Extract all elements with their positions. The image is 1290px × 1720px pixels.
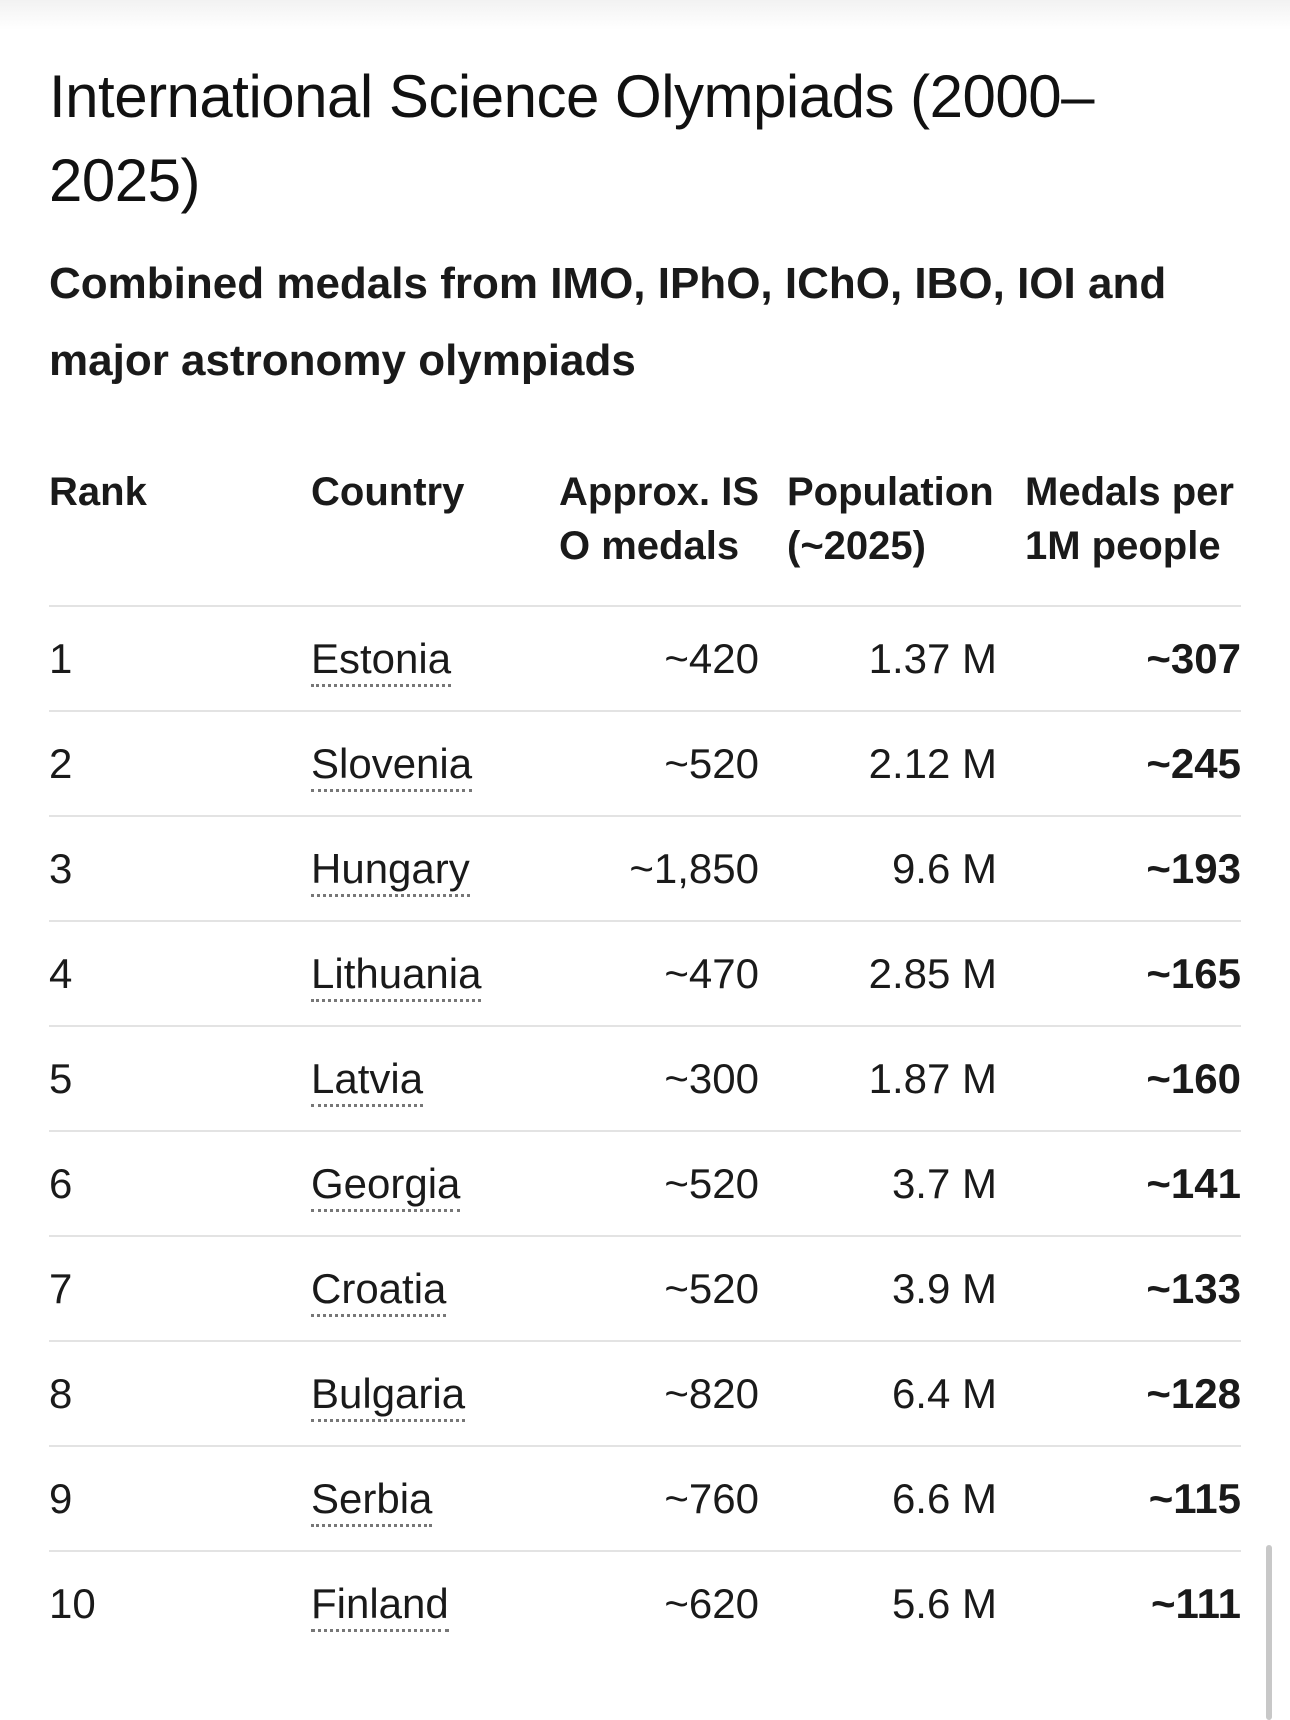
table-body: 1 Estonia ~420 1.37 M ~307 2 Slovenia ~5… bbox=[49, 606, 1241, 1655]
per-million-cell: ~133 bbox=[1025, 1236, 1241, 1342]
rank-cell: 1 bbox=[49, 606, 311, 712]
country-cell: Serbia bbox=[311, 1446, 559, 1552]
per-million-cell: ~115 bbox=[1025, 1446, 1241, 1552]
population-cell: 2.85 M bbox=[787, 921, 1025, 1027]
population-cell: 6.6 M bbox=[787, 1446, 1025, 1552]
population-cell: 3.9 M bbox=[787, 1236, 1025, 1342]
population-cell: 1.37 M bbox=[787, 606, 1025, 712]
rank-cell: 5 bbox=[49, 1026, 311, 1132]
population-cell: 1.87 M bbox=[787, 1026, 1025, 1132]
country-cell: Georgia bbox=[311, 1131, 559, 1237]
medals-cell: ~1,850 bbox=[559, 816, 787, 922]
country-link[interactable]: Georgia bbox=[311, 1159, 461, 1212]
rank-cell: 4 bbox=[49, 921, 311, 1027]
medals-cell: ~420 bbox=[559, 606, 787, 712]
country-cell: Slovenia bbox=[311, 711, 559, 817]
rank-cell: 6 bbox=[49, 1131, 311, 1237]
table-header-row: Rank Country Approx. ISO medals Populati… bbox=[49, 465, 1241, 607]
country-link[interactable]: Lithuania bbox=[311, 949, 482, 1002]
table-row: 6 Georgia ~520 3.7 M ~141 bbox=[49, 1131, 1241, 1237]
country-cell: Finland bbox=[311, 1551, 559, 1655]
per-million-cell: ~160 bbox=[1025, 1026, 1241, 1132]
population-cell: 2.12 M bbox=[787, 711, 1025, 817]
page-subtitle: Combined medals from IMO, IPhO, IChO, IB… bbox=[49, 259, 1167, 385]
rank-cell: 3 bbox=[49, 816, 311, 922]
country-link[interactable]: Serbia bbox=[311, 1474, 433, 1527]
per-million-cell: ~193 bbox=[1025, 816, 1241, 922]
country-cell: Lithuania bbox=[311, 921, 559, 1027]
medals-cell: ~620 bbox=[664, 1579, 759, 1627]
medals-cell: ~820 bbox=[559, 1341, 787, 1447]
country-link[interactable]: Croatia bbox=[311, 1264, 447, 1317]
table-row: 10 Finland ~620 5.6 M ~111 bbox=[49, 1551, 1241, 1655]
header-medals: Approx. ISO medals bbox=[559, 465, 787, 607]
medals-cell: ~520 bbox=[559, 711, 787, 817]
table-row: 2 Slovenia ~520 2.12 M ~245 bbox=[49, 711, 1241, 817]
country-link[interactable]: Slovenia bbox=[311, 739, 473, 792]
olympiad-medals-table: Rank Country Approx. ISO medals Populati… bbox=[49, 465, 1241, 1655]
rank-cell: 9 bbox=[49, 1446, 311, 1552]
table-row: 9 Serbia ~760 6.6 M ~115 bbox=[49, 1446, 1241, 1552]
population-cell: 3.7 M bbox=[787, 1131, 1025, 1237]
per-million-cell: ~128 bbox=[1025, 1341, 1241, 1447]
header-rank: Rank bbox=[49, 465, 311, 607]
country-cell: Bulgaria bbox=[311, 1341, 559, 1447]
country-link[interactable]: Finland bbox=[311, 1579, 449, 1632]
medals-cell: ~520 bbox=[559, 1131, 787, 1237]
country-link[interactable]: Hungary bbox=[311, 844, 470, 897]
population-cell: 9.6 M bbox=[787, 816, 1025, 922]
per-million-cell: ~245 bbox=[1025, 711, 1241, 817]
population-cell: 5.6 M bbox=[891, 1579, 997, 1627]
table-row: 7 Croatia ~520 3.9 M ~133 bbox=[49, 1236, 1241, 1342]
medals-cell: ~760 bbox=[559, 1446, 787, 1552]
country-cell: Estonia bbox=[311, 606, 559, 712]
country-cell: Latvia bbox=[311, 1026, 559, 1132]
country-cell: Croatia bbox=[311, 1236, 559, 1342]
rank-cell: 10 bbox=[49, 1579, 96, 1627]
country-link[interactable]: Bulgaria bbox=[311, 1369, 466, 1422]
table-row: 3 Hungary ~1,850 9.6 M ~193 bbox=[49, 816, 1241, 922]
header-country: Country bbox=[311, 465, 559, 607]
top-edge bbox=[0, 0, 1290, 30]
country-link[interactable]: Latvia bbox=[311, 1054, 424, 1107]
rank-cell: 2 bbox=[49, 711, 311, 817]
per-million-cell: ~141 bbox=[1025, 1131, 1241, 1237]
medals-cell: ~300 bbox=[559, 1026, 787, 1132]
header-medals-per-million: Medals per 1M people bbox=[1025, 465, 1241, 607]
vertical-scrollbar[interactable] bbox=[1266, 1545, 1272, 1720]
country-cell: Hungary bbox=[311, 816, 559, 922]
population-cell: 6.4 M bbox=[787, 1341, 1025, 1447]
rank-cell: 7 bbox=[49, 1236, 311, 1342]
table-row: 4 Lithuania ~470 2.85 M ~165 bbox=[49, 921, 1241, 1027]
rank-cell: 8 bbox=[49, 1341, 311, 1447]
table-row: 1 Estonia ~420 1.37 M ~307 bbox=[49, 606, 1241, 712]
page-title: International Science Olympiads (2000–20… bbox=[49, 63, 1094, 214]
per-million-cell: ~165 bbox=[1025, 921, 1241, 1027]
table-row: 8 Bulgaria ~820 6.4 M ~128 bbox=[49, 1341, 1241, 1447]
per-million-cell: ~307 bbox=[1025, 606, 1241, 712]
medals-cell: ~520 bbox=[559, 1236, 787, 1342]
table-row: 5 Latvia ~300 1.87 M ~160 bbox=[49, 1026, 1241, 1132]
per-million-cell: ~111 bbox=[1151, 1579, 1241, 1627]
country-link[interactable]: Estonia bbox=[311, 634, 452, 687]
header-population: Population (~2025) bbox=[787, 465, 1025, 607]
medals-cell: ~470 bbox=[559, 921, 787, 1027]
